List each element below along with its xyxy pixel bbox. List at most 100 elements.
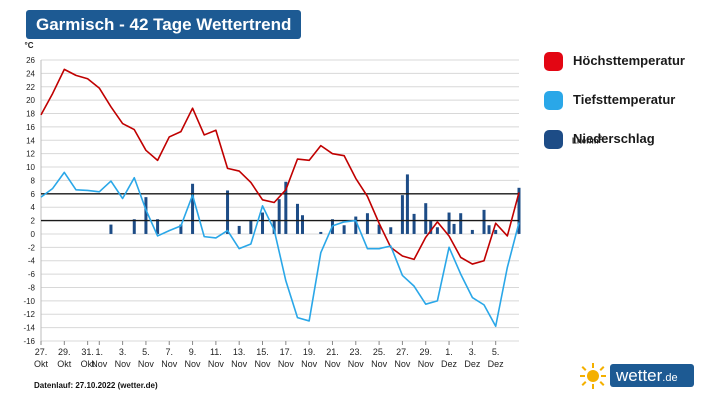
y-tick-label: -16 <box>23 337 35 346</box>
y-tick-label: 6 <box>31 190 36 199</box>
precipitation-bar <box>405 174 409 234</box>
y-tick-label: 26 <box>26 56 35 65</box>
precipitation-bar <box>226 190 230 234</box>
precipitation-bar <box>459 213 463 234</box>
precipitation-bar <box>389 227 393 234</box>
precipitation-bar <box>487 225 491 234</box>
y-tick-label: 20 <box>26 96 35 105</box>
precipitation-swatch-icon <box>544 130 563 149</box>
precipitation-bar <box>400 195 404 234</box>
y-tick-label: -6 <box>28 270 36 279</box>
y-tick-label: -4 <box>28 257 36 266</box>
precipitation-bar <box>429 220 433 234</box>
precipitation-bar <box>354 216 358 234</box>
precipitation-bar <box>517 187 521 234</box>
x-tick-day-label: 21. <box>326 347 339 357</box>
x-tick-day-label: 1. <box>445 347 453 357</box>
y-tick-label: 16 <box>26 123 35 132</box>
y-tick-label: -2 <box>28 243 36 252</box>
max-temp-line <box>40 68 520 265</box>
x-tick-month-label: Dez <box>488 359 505 369</box>
x-tick-day-label: 31. <box>81 347 94 357</box>
x-tick-month-label: Nov <box>185 359 202 369</box>
legend: Höchsttemperatur Tiefsttemperatur Nieder… <box>544 52 714 169</box>
x-tick-month-label: Nov <box>301 359 318 369</box>
x-tick-day-label: 25. <box>373 347 386 357</box>
precipitation-bar <box>109 224 113 234</box>
x-tick-day-label: 29. <box>419 347 432 357</box>
precipitation-bar <box>277 199 281 234</box>
wetter-de-logo[interactable]: wetter.de <box>578 362 696 390</box>
brand-wordmark: wetter.de <box>610 364 694 387</box>
y-tick-label: 24 <box>26 69 35 78</box>
x-tick-day-label: 5. <box>142 347 150 357</box>
precipitation-bar <box>412 213 416 234</box>
x-tick-month-label: Nov <box>324 359 341 369</box>
legend-item-precipitation: Niederschlag <box>544 130 714 149</box>
x-tick-day-label: 11. <box>210 347 222 357</box>
precipitation-bar <box>191 183 195 234</box>
y-tick-label: 12 <box>26 150 35 159</box>
x-tick-month-label: Nov <box>278 359 295 369</box>
legend-item-min-temp: Tiefsttemperatur <box>544 91 714 110</box>
x-tick-day-label: 17. <box>280 347 293 357</box>
precipitation-bar <box>261 212 265 234</box>
x-tick-day-label: 27. <box>35 347 48 357</box>
x-tick-day-label: 3. <box>119 347 127 357</box>
precipitation-bar <box>179 224 183 234</box>
x-tick-month-label: Nov <box>231 359 248 369</box>
y-tick-label: 0 <box>31 230 36 239</box>
x-tick-day-label: 5. <box>492 347 500 357</box>
data-run-footer: Datenlauf: 27.10.2022 (wetter.de) <box>34 381 158 390</box>
x-tick-month-label: Nov <box>91 359 108 369</box>
precipitation-bar <box>470 229 474 234</box>
y-tick-label: 22 <box>26 83 35 92</box>
y-tick-label: 4 <box>31 203 36 212</box>
y-tick-label: 14 <box>26 136 35 145</box>
precipitation-bar <box>494 229 498 234</box>
min-temp-swatch-icon <box>544 91 563 110</box>
x-tick-day-label: 3. <box>469 347 477 357</box>
chart-title: Garmisch - 42 Tage Wettertrend <box>26 10 302 39</box>
precipitation-bar <box>342 225 346 234</box>
x-tick-day-label: 7. <box>165 347 173 357</box>
x-tick-day-label: 19. <box>303 347 316 357</box>
x-tick-month-label: Dez <box>464 359 481 369</box>
precipitation-bar <box>435 227 439 234</box>
sun-logo-icon <box>580 363 606 389</box>
precipitation-bar <box>132 219 136 234</box>
x-tick-month-label: Nov <box>418 359 435 369</box>
x-tick-day-label: 9. <box>189 347 197 357</box>
x-tick-month-label: Nov <box>255 359 272 369</box>
y-tick-label: -10 <box>23 297 35 306</box>
legend-label: Niederschlag <box>573 131 655 146</box>
x-tick-month-label: Okt <box>34 359 49 369</box>
x-tick-day-label: 13. <box>233 347 246 357</box>
precipitation-bar <box>452 223 456 234</box>
x-tick-month-label: Dez <box>441 359 458 369</box>
x-tick-day-label: 27. <box>396 347 409 357</box>
legend-item-max-temp: Höchsttemperatur <box>544 52 714 71</box>
x-tick-month-label: Nov <box>161 359 178 369</box>
x-tick-month-label: Nov <box>348 359 365 369</box>
x-tick-month-label: Nov <box>208 359 225 369</box>
precipitation-bar <box>237 225 241 234</box>
precipitation-bar <box>377 224 381 234</box>
max-temp-swatch-icon <box>544 52 563 71</box>
y-tick-label: -12 <box>23 310 35 319</box>
x-tick-day-label: 1. <box>96 347 104 357</box>
x-tick-month-label: Okt <box>57 359 72 369</box>
precipitation-bar <box>482 209 486 234</box>
x-tick-month-label: Nov <box>394 359 411 369</box>
x-tick-month-label: Nov <box>138 359 155 369</box>
x-tick-day-label: 23. <box>350 347 363 357</box>
x-tick-month-label: Okt <box>81 359 96 369</box>
y-tick-label: -14 <box>23 324 35 333</box>
x-tick-day-label: 15. <box>256 347 269 357</box>
precipitation-bar <box>249 220 253 234</box>
precipitation-bar <box>365 213 369 234</box>
legend-label: Höchsttemperatur <box>573 53 685 68</box>
min-temp-line <box>40 171 520 328</box>
precipitation-bar <box>300 215 304 234</box>
